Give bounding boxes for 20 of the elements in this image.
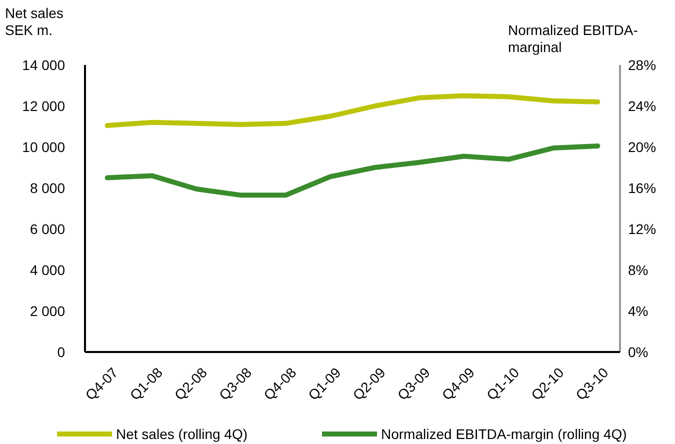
legend-label: Net sales (rolling 4Q) (116, 426, 248, 442)
y2-tick-label: 8% (628, 262, 648, 278)
y2-tick-label: 16% (628, 180, 656, 196)
y2-axis-title: Normalized EBITDA- marginal (508, 22, 638, 55)
y2-tick-label: 24% (628, 98, 656, 114)
y-tick-label: 4 000 (30, 262, 66, 278)
y-tick-label: 8 000 (30, 180, 66, 196)
y-tick-label: 2 000 (30, 302, 66, 319)
y2-tick-label: 28% (628, 56, 656, 73)
y-tick-label: 6 000 (30, 220, 66, 237)
y-tick-label: 14 000 (22, 56, 66, 73)
y-tick-label: 10 000 (22, 138, 66, 155)
y2-tick-label: 4% (628, 302, 648, 319)
y-axis-title: Net sales SEK m. (5, 5, 64, 38)
y-tick-label: 0 (57, 344, 66, 360)
y2-tick-label: 0% (628, 344, 648, 360)
y2-tick-label: 12% (628, 220, 656, 237)
y2-tick-label: 20% (628, 138, 656, 155)
legend-label: Normalized EBITDA-margin (rolling 4Q) (381, 426, 627, 442)
y-tick-label: 12 000 (22, 98, 66, 114)
